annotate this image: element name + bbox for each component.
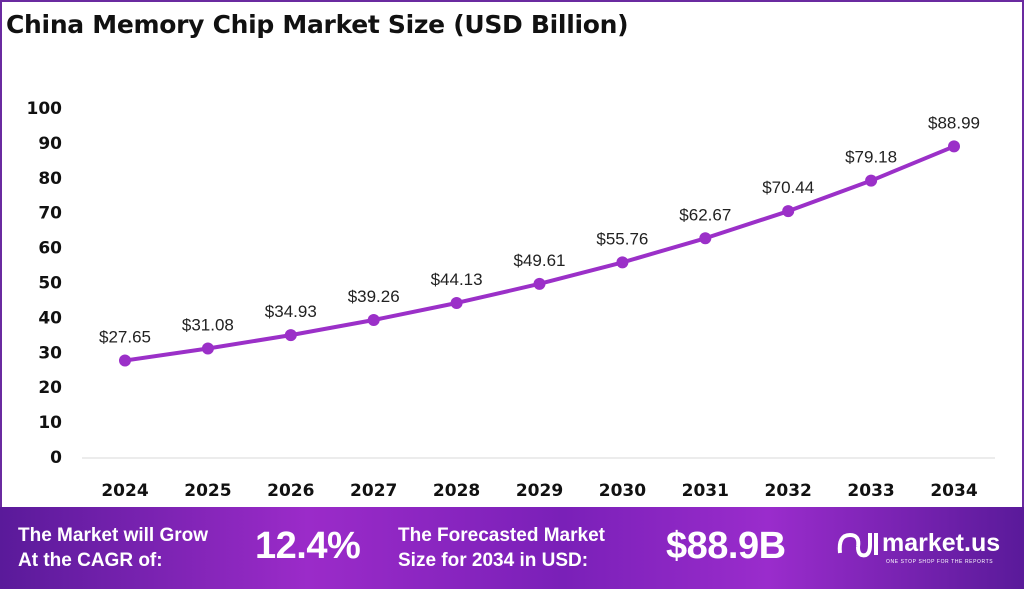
y-tick-label: 50 [38, 274, 62, 294]
x-tick-label: 2032 [765, 481, 812, 501]
data-label: $70.44 [762, 178, 814, 197]
data-point [450, 296, 463, 309]
data-point [782, 205, 795, 218]
y-tick-label: 70 [38, 204, 62, 224]
x-tick-label: 2028 [433, 481, 480, 501]
data-point [367, 313, 380, 326]
data-point [865, 174, 878, 187]
chart-title: China Memory Chip Market Size (USD Billi… [6, 10, 629, 39]
forecast-label-line2: Size for 2034 in USD: [398, 550, 589, 571]
cagr-label: The Market will Grow At the CAGR of: [18, 523, 208, 573]
x-tick-label: 2025 [184, 481, 231, 501]
cagr-label-line1: The Market will Grow [18, 525, 209, 546]
data-label: $62.67 [679, 205, 731, 224]
x-tick-label: 2029 [516, 481, 563, 501]
x-tick-label: 2030 [599, 481, 646, 501]
x-tick-label: 2033 [847, 481, 894, 501]
brand-name: market.us [882, 529, 1001, 557]
cagr-label-line2: At the CAGR of: [18, 550, 163, 571]
data-point [201, 342, 214, 355]
y-tick-label: 20 [38, 378, 62, 398]
y-tick-label: 80 [38, 169, 62, 189]
data-label: $34.93 [265, 302, 317, 321]
x-tick-label: 2024 [101, 481, 148, 501]
y-tick-label: 60 [38, 239, 62, 259]
y-tick-label: 0 [50, 448, 62, 468]
y-tick-label: 30 [38, 343, 62, 363]
forecast-label: The Forecasted Market Size for 2034 in U… [398, 523, 605, 573]
forecast-label-line1: The Forecasted Market [398, 525, 605, 546]
x-tick-label: 2034 [930, 481, 977, 501]
data-label: $88.99 [928, 113, 980, 132]
y-tick-label: 10 [38, 413, 62, 433]
data-point [533, 277, 546, 290]
data-point [616, 256, 629, 269]
data-label: $39.26 [348, 287, 400, 306]
y-tick-label: 90 [38, 134, 62, 154]
data-point [948, 140, 960, 153]
x-tick-label: 2031 [682, 481, 729, 501]
x-tick-label: 2026 [267, 481, 314, 501]
y-tick-label: 100 [27, 99, 63, 119]
data-label: $27.65 [99, 328, 151, 347]
chart-frame [0, 0, 1024, 507]
data-point [119, 354, 131, 367]
forecast-value: $88.9B [666, 525, 786, 567]
x-tick-label: 2027 [350, 481, 397, 501]
footer-banner: The Market will Grow At the CAGR of: 12.… [0, 507, 1024, 589]
market-us-logo-icon [837, 532, 878, 558]
data-label: $44.13 [431, 270, 483, 289]
data-label: $31.08 [182, 316, 234, 335]
cagr-value: 12.4% [255, 525, 361, 567]
y-tick-label: 40 [38, 308, 62, 328]
data-point [699, 232, 712, 245]
brand-tagline: ONE STOP SHOP FOR THE REPORTS [886, 559, 994, 565]
data-label: $79.18 [845, 148, 897, 167]
data-point [284, 329, 297, 342]
data-label: $49.61 [514, 251, 566, 270]
data-label: $55.76 [596, 229, 648, 248]
